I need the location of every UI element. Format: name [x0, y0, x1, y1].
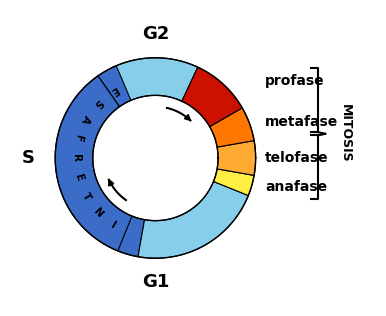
Text: metafase: metafase: [265, 115, 338, 129]
Text: I: I: [109, 220, 118, 231]
Polygon shape: [210, 108, 254, 147]
Text: T: T: [80, 191, 92, 202]
Polygon shape: [55, 76, 134, 252]
Text: profase: profase: [265, 74, 325, 88]
Polygon shape: [185, 114, 190, 120]
Polygon shape: [109, 180, 114, 186]
Text: E: E: [73, 173, 84, 183]
Polygon shape: [213, 169, 254, 196]
Text: R: R: [71, 154, 81, 162]
Text: E: E: [108, 84, 119, 97]
Text: S: S: [22, 149, 35, 167]
Text: G2: G2: [142, 25, 169, 43]
Polygon shape: [182, 67, 242, 127]
Text: telofase: telofase: [265, 151, 328, 165]
Polygon shape: [113, 58, 198, 101]
Text: MITOSIS: MITOSIS: [339, 105, 351, 163]
Polygon shape: [118, 216, 144, 257]
Polygon shape: [138, 181, 248, 258]
Polygon shape: [98, 66, 131, 107]
Text: S: S: [91, 97, 104, 109]
Text: N: N: [91, 206, 104, 219]
Text: G1: G1: [142, 273, 169, 291]
Text: anafase: anafase: [265, 180, 327, 194]
Text: F: F: [73, 133, 84, 143]
Text: A: A: [80, 113, 92, 125]
Polygon shape: [217, 141, 256, 175]
